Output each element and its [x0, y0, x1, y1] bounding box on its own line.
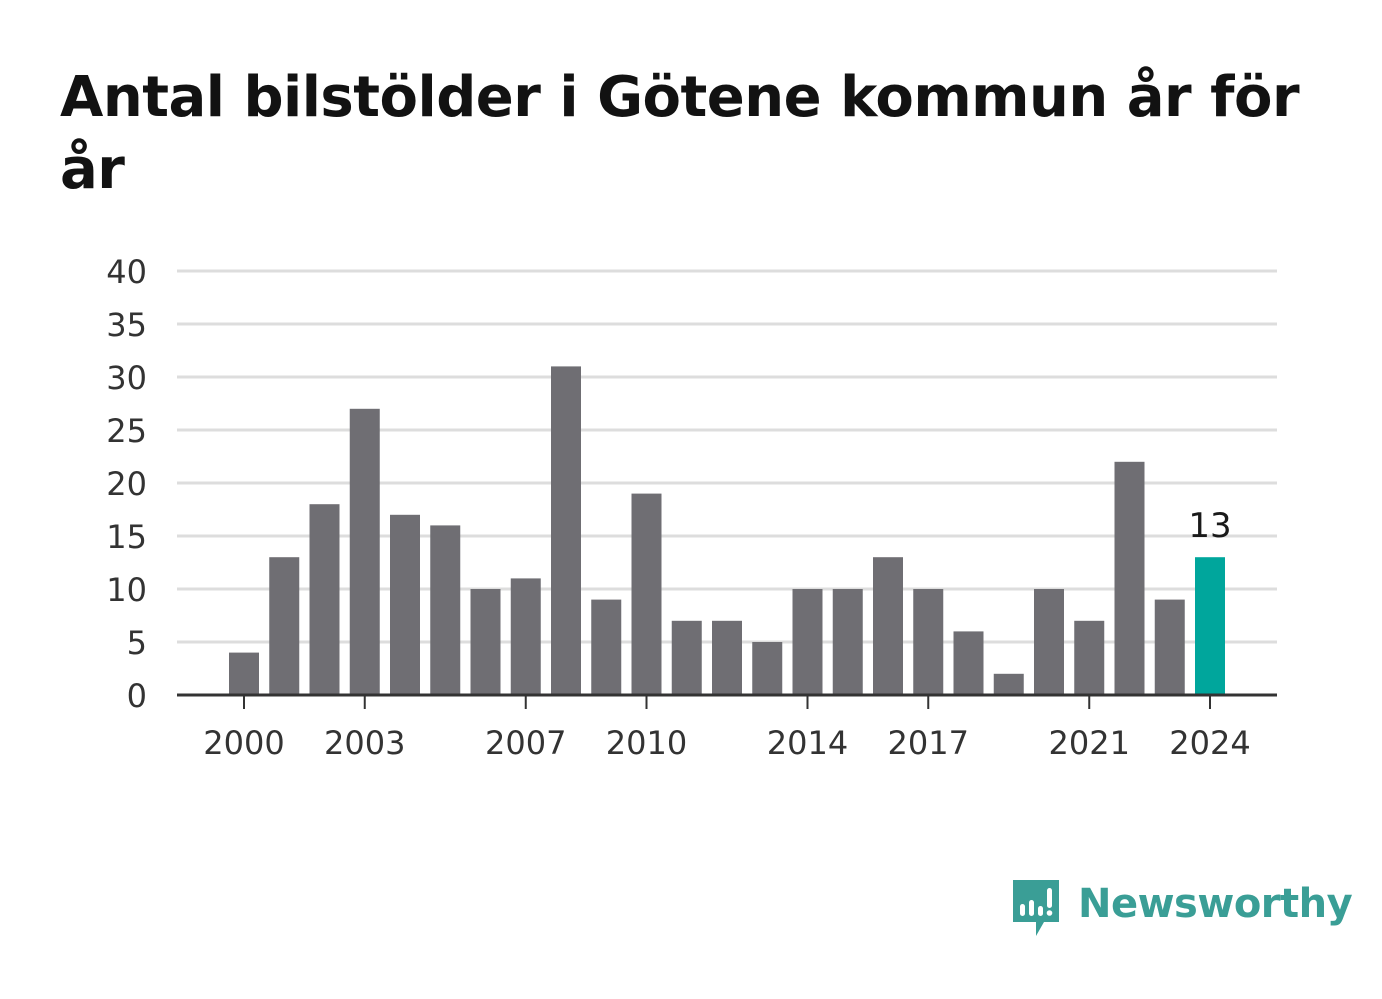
- bar-2016: [873, 557, 903, 695]
- y-tick-label-15: 15: [106, 518, 147, 556]
- bar-2015: [832, 589, 863, 695]
- x-tick-label-2003: 2003: [324, 724, 405, 762]
- bar-2005: [430, 525, 461, 695]
- bar-2007: [510, 578, 541, 695]
- bar-2009: [591, 599, 622, 695]
- bar-2020: [1034, 589, 1064, 695]
- data-labels: 13: [1188, 506, 1231, 546]
- x-tick-label-2021: 2021: [1049, 724, 1130, 762]
- bar-chart-speech-bubble-icon: [1013, 880, 1059, 936]
- x-tick-label-2000: 2000: [203, 724, 284, 762]
- bar-2003: [349, 408, 380, 695]
- y-tick-label-10: 10: [106, 571, 147, 609]
- bar-2004: [390, 514, 420, 695]
- y-tick-label-0: 0: [127, 677, 147, 715]
- bar-2010: [631, 493, 662, 695]
- bar-2024: [1195, 557, 1225, 695]
- y-tick-label-40: 40: [106, 253, 147, 291]
- y-tick-label-5: 5: [127, 624, 147, 662]
- bars: [229, 366, 1225, 695]
- bar-2018: [953, 631, 984, 695]
- x-axis: [177, 693, 1277, 709]
- bar-2023: [1154, 599, 1185, 695]
- brand-name: Newsworthy: [1078, 881, 1353, 927]
- bar-2021: [1074, 620, 1105, 695]
- chart-title: Antal bilstölder i Götene kommun år för …: [60, 65, 1300, 202]
- bar-2002: [309, 504, 340, 695]
- bar-2014: [792, 589, 823, 695]
- bar-2022: [1114, 461, 1145, 695]
- bar-2006: [470, 589, 501, 695]
- bar-2011: [671, 620, 702, 695]
- bar-2013: [752, 642, 783, 695]
- y-tick-label-25: 25: [106, 412, 147, 450]
- x-tick-label-2010: 2010: [606, 724, 687, 762]
- x-tick-label-2014: 2014: [767, 724, 848, 762]
- bar-2000: [229, 652, 259, 695]
- gridlines: [177, 269, 1277, 644]
- x-tick-label-2024: 2024: [1169, 724, 1250, 762]
- y-axis-tick-labels: 0 5 10 15 20 25 30 35 40: [106, 253, 147, 715]
- y-tick-label-35: 35: [106, 306, 147, 344]
- bar-2001: [269, 557, 300, 695]
- bar-2012: [712, 620, 742, 695]
- bar-2008: [551, 366, 581, 695]
- y-tick-label-30: 30: [106, 359, 147, 397]
- data-label-2024: 13: [1188, 506, 1231, 546]
- x-tick-label-2007: 2007: [485, 724, 566, 762]
- newsworthy-logo: Newsworthy: [1010, 878, 1353, 942]
- bar-2017: [913, 589, 944, 695]
- x-axis-tick-labels: 2000 2003 2007 2010 2014 2017 2021 2024: [203, 724, 1250, 762]
- bar-2019: [993, 673, 1024, 695]
- y-tick-label-20: 20: [106, 465, 147, 503]
- x-tick-label-2017: 2017: [888, 724, 969, 762]
